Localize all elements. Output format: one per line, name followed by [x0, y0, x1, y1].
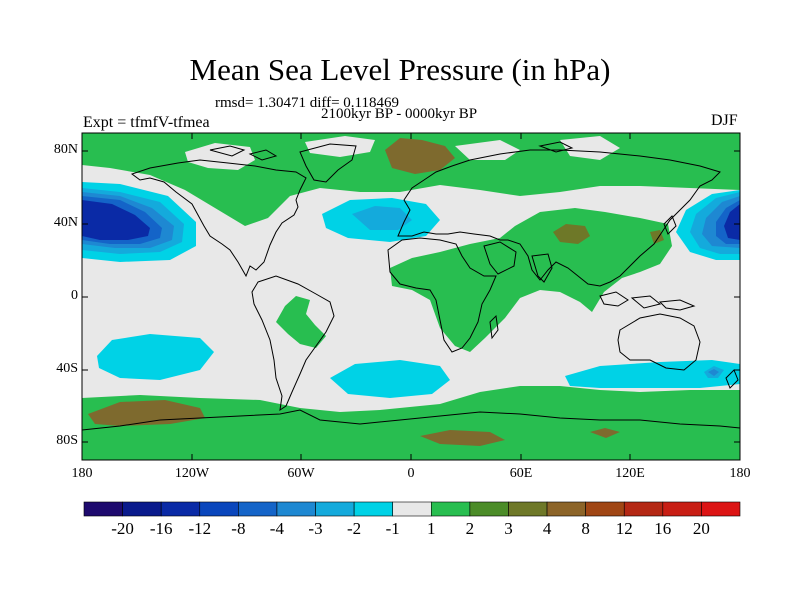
colorbar-swatch: [238, 501, 278, 517]
southern-ocean-positive-region: [82, 386, 740, 460]
lon-label-0: 0: [407, 466, 415, 481]
plot-title: Mean Sea Level Pressure (in hPa): [189, 52, 611, 87]
lat-label-equator: 0: [71, 288, 78, 303]
south-indian-low-core-inner: [708, 369, 719, 376]
lon-label-120w: 120W: [174, 466, 210, 481]
lat-label-40n: 40N: [53, 215, 78, 230]
asia-brown-anomaly: [553, 224, 590, 244]
colorbar-label: -8: [231, 519, 246, 538]
colorbar-swatch: [430, 501, 471, 517]
southern-brown-anomaly-small: [590, 428, 620, 438]
south-pacific-low: [97, 334, 214, 380]
lat-label-80n: 80N: [53, 142, 78, 157]
pacific-low-east-core: [724, 204, 740, 240]
colorbar-swatch: [315, 501, 355, 517]
arctic-neutral-patch-2: [305, 136, 375, 157]
colorbar-swatch: [199, 501, 239, 517]
south-indian-low: [565, 360, 740, 388]
lon-label-60e: 60E: [509, 466, 533, 481]
colorbar-swatch: [276, 501, 316, 517]
atlantic-low-mid: [352, 206, 412, 230]
colorbar-label: -3: [308, 519, 323, 538]
lon-label-60w: 60W: [287, 466, 315, 481]
colorbar-label: 4: [542, 519, 552, 538]
colorbar-swatch: [662, 501, 702, 517]
colorbar-label: -20: [111, 519, 134, 538]
season-label: DJF: [711, 112, 738, 129]
arctic-brown-anomaly: [385, 138, 455, 174]
colorbar-label: -16: [149, 519, 173, 538]
colorbar-swatch: [353, 501, 394, 517]
period-label: 2100kyr BP - 0000kyr BP: [321, 106, 478, 122]
colorbar-label: -12: [188, 519, 212, 538]
colorbar-label: 16: [654, 519, 672, 538]
lon-label-180e: 180: [729, 466, 751, 481]
experiment-label: Expt = tfmfV-tfmea: [83, 114, 210, 131]
lon-label-120e: 120E: [615, 466, 645, 481]
colorbar-swatch: [546, 501, 586, 517]
arctic-neutral-patch-4: [560, 136, 620, 160]
colorbar-swatch: [122, 501, 162, 517]
axis-ticks: [81, 133, 741, 460]
colorbar-swatch: [623, 501, 664, 517]
colorbar-label: 1: [427, 519, 436, 538]
stats-label: rmsd= 1.30471 diff= 0.118469: [215, 95, 399, 111]
southern-brown-anomaly-east: [420, 430, 505, 446]
colorbar-label: 20: [692, 519, 710, 538]
arctic-neutral-patch: [185, 143, 255, 170]
lon-label-180w: 180: [71, 466, 93, 481]
colorbar-swatch: [701, 501, 741, 517]
lat-label-80s: 80S: [56, 433, 78, 448]
south-atlantic-low: [330, 360, 450, 398]
coastlines: [82, 141, 740, 431]
colorbar: [83, 501, 741, 517]
colorbar-label: -4: [269, 519, 284, 538]
colorbar-label: 2: [465, 519, 475, 538]
lat-label-40s: 40S: [56, 361, 78, 376]
colorbar-label: -2: [347, 519, 362, 538]
colorbar-swatch: [508, 501, 548, 517]
colorbar-label: -1: [385, 519, 400, 538]
colorbar-label: 12: [615, 519, 633, 538]
colorbar-swatch: [83, 501, 123, 517]
colorbar-swatch: [469, 501, 509, 517]
pressure-field: [82, 133, 740, 460]
colorbar-swatch: [392, 501, 432, 517]
arctic-neutral-patch-3: [455, 140, 520, 160]
colorbar-swatch: [585, 501, 625, 517]
colorbar-swatch: [160, 501, 201, 517]
colorbar-label: 3: [504, 519, 513, 538]
asia-africa-positive-region: [390, 208, 672, 352]
pacific-low-west-core: [82, 200, 150, 240]
south-america-positive-region: [276, 296, 326, 348]
colorbar-label: 8: [581, 519, 590, 538]
